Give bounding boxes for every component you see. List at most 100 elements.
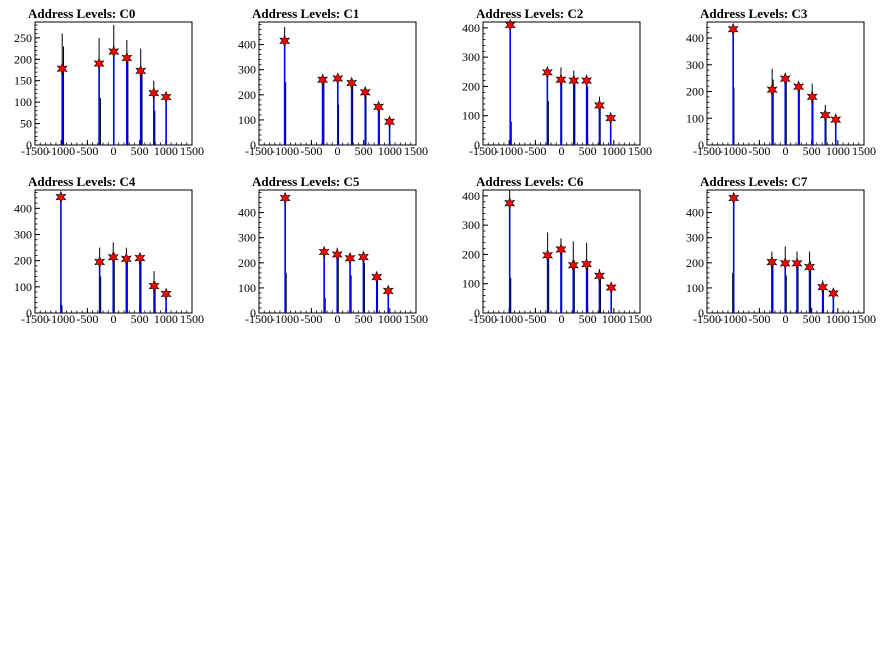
chart-title: Address Levels: C2 (476, 6, 584, 21)
x-tick-label: -1000 (271, 144, 299, 158)
y-tick-label: 100 (462, 277, 480, 291)
peak-marker (581, 257, 593, 271)
x-tick-label: 0 (335, 312, 341, 326)
x-tick-label: 1500 (404, 144, 428, 158)
peak-marker (593, 269, 605, 283)
x-tick-label: 500 (579, 144, 597, 158)
x-tick-label: -1000 (719, 312, 747, 326)
y-tick-label: 400 (462, 21, 480, 35)
x-tick-label: 1500 (852, 144, 876, 158)
peak-marker (317, 73, 329, 87)
x-tick-label: 1500 (404, 312, 428, 326)
x-tick-label: -1500 (21, 312, 49, 326)
chart-title: Address Levels: C3 (700, 6, 808, 21)
peak-marker (107, 250, 119, 264)
y-tick-label: 100 (238, 281, 256, 295)
peak-marker (331, 248, 343, 261)
x-tick-label: 1000 (826, 144, 850, 158)
y-tick-label: 200 (238, 88, 256, 102)
y-tick-label: 0 (26, 138, 32, 152)
chart-panel-6: Address Levels: C6 0 100 200 300 400 -1500 -100… (448, 168, 672, 336)
x-tick-label: -500 (76, 312, 98, 326)
peak-marker (541, 66, 553, 79)
peak-marker (359, 85, 371, 99)
y-tick-label: 150 (14, 74, 32, 88)
x-tick-label: -1500 (469, 312, 497, 326)
y-tick-label: 200 (14, 52, 32, 66)
y-tick-label: 0 (26, 306, 32, 320)
x-tick-label: -1500 (21, 144, 49, 158)
x-tick-label: -1500 (693, 312, 721, 326)
peak-marker (567, 258, 579, 272)
peak-marker (727, 22, 739, 36)
peak-marker (766, 83, 778, 96)
peak-marker (93, 57, 105, 70)
chart-panel-7: Address Levels: C7 0 100 200 300 400 -1500 -100… (672, 168, 896, 336)
y-tick-label: 300 (14, 227, 32, 241)
peak-marker (55, 190, 67, 204)
peak-marker (504, 18, 516, 32)
chart-svg: 0 100 200 300 400 -1500-1000 -500 0 500 1000 1500 (238, 189, 428, 326)
peak-marker (108, 45, 120, 58)
chart-title: Address Levels: C7 (700, 174, 808, 189)
peak-marker (344, 251, 356, 265)
chart-panel-3: Address Levels: C3 0 100 200 300 400 -1500 -100… (672, 0, 896, 168)
y-tick-label: 0 (474, 306, 480, 320)
peak-marker (504, 196, 516, 210)
chart-title: Address Levels: C5 (252, 174, 360, 189)
x-tick-label: 500 (131, 144, 149, 158)
peak-marker (56, 62, 68, 76)
y-tick-label: 300 (462, 218, 480, 232)
y-tick-label: 0 (474, 138, 480, 152)
peak-marker (542, 249, 554, 262)
chart-svg: 0 100 200 300 400 -1500-1000 -500 0 500 1000 1500 (686, 189, 876, 326)
x-tick-label: 0 (559, 312, 565, 326)
peak-marker (605, 111, 617, 125)
x-tick-label: 1500 (180, 144, 204, 158)
peak-marker (779, 256, 791, 270)
peak-marker (148, 279, 160, 293)
chart-svg: 0 100 200 300 400 -1500-1000 -500 0 500 1000 1500 (14, 189, 204, 326)
y-tick-label: 100 (686, 281, 704, 295)
x-tick-label: 1000 (378, 312, 402, 326)
y-tick-label: 300 (686, 58, 704, 72)
peak-marker (793, 80, 805, 94)
x-tick-label: -500 (300, 144, 322, 158)
peak-marker (605, 281, 617, 294)
peak-marker (806, 90, 818, 104)
x-tick-label: 1500 (628, 144, 652, 158)
x-tick-label: 0 (335, 144, 341, 158)
peak-marker (593, 99, 605, 112)
x-tick-label: 1500 (180, 312, 204, 326)
peak-marker (279, 191, 291, 205)
peak-marker (568, 74, 580, 87)
y-tick-label: 0 (698, 306, 704, 320)
peak-marker (779, 72, 791, 85)
peak-marker (279, 34, 291, 48)
x-tick-label: 1000 (154, 144, 178, 158)
x-tick-label: 1000 (602, 144, 626, 158)
x-tick-label: -1500 (245, 312, 273, 326)
x-tick-label: 0 (111, 144, 117, 158)
chart-panel-5: Address Levels: C5 0 100 200 300 400 -1500 -100… (224, 168, 448, 336)
chart-title: Address Levels: C4 (28, 174, 136, 189)
peak-marker (135, 64, 147, 78)
x-tick-label: -500 (748, 312, 770, 326)
y-tick-label: 200 (686, 85, 704, 99)
peak-marker (555, 73, 567, 86)
peak-marker (332, 72, 344, 85)
peak-marker (371, 270, 383, 284)
x-tick-label: -1000 (719, 144, 747, 158)
x-tick-label: 500 (131, 312, 149, 326)
peak-marker (121, 51, 133, 65)
y-tick-label: 400 (686, 31, 704, 45)
x-tick-label: 1000 (154, 312, 178, 326)
peak-marker (94, 255, 106, 269)
y-tick-label: 300 (462, 50, 480, 64)
chart-svg: 0 100 200 300 400 -1500-1000 -500 0 500 1000 1500 (238, 21, 428, 158)
x-tick-label: 0 (559, 144, 565, 158)
peak-marker (160, 287, 172, 301)
x-tick-label: 500 (803, 144, 821, 158)
chart-panel-2: Address Levels: C2 0 100 200 300 400 -1500 -100… (448, 0, 672, 168)
